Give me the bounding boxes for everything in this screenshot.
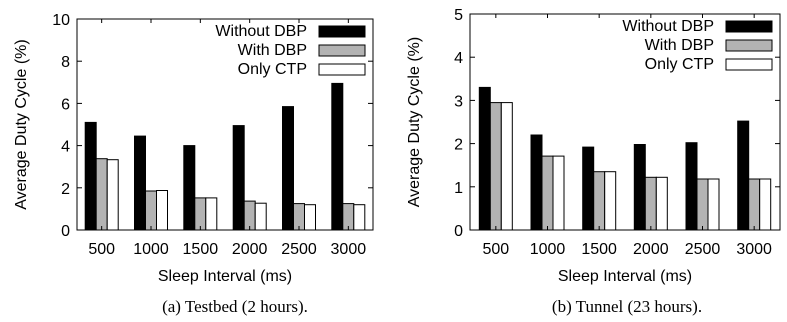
y-tick-label: 6 [61, 96, 70, 113]
bar-with-dbp-1000 [541, 155, 554, 231]
x-tick-label: 1000 [133, 241, 169, 258]
y-tick-label: 1 [454, 180, 463, 197]
bar-with-dbp-500 [95, 158, 108, 231]
bar-with-dbp-2000 [243, 200, 256, 231]
bar-without-dbp-1500 [183, 145, 196, 231]
bar-with-dbp-2500 [696, 178, 709, 231]
y-tick-label: 2 [61, 181, 70, 198]
y-tick-label: 2 [454, 137, 463, 154]
y-tick-label: 4 [454, 50, 463, 67]
bar-without-dbp-2500 [282, 106, 294, 231]
legend-swatch [318, 63, 366, 76]
chart-panel-b: 500 1000 1500 2000 2500 3000 0 1 2 3 4 5 Sleep Inter… [406, 7, 781, 316]
legend-label: Without DBP [622, 18, 714, 35]
legend-label: Only CTP [238, 61, 307, 78]
plot-frame [469, 13, 781, 231]
bar-with-dbp-1500 [194, 197, 207, 231]
y-tick-label: 0 [454, 223, 463, 240]
bar-with-dbp-2000 [644, 176, 657, 231]
bar-with-dbp-1500 [593, 171, 606, 231]
y-axis-label: Average Duty Cycle (%) [406, 37, 423, 207]
bar-only-ctp-500 [500, 102, 513, 231]
bar-without-dbp-500 [84, 121, 97, 231]
x-tick-label: 1500 [183, 241, 219, 258]
bar-with-dbp-3000 [748, 178, 761, 231]
bar-without-dbp-1500 [582, 146, 595, 231]
bar-without-dbp-2500 [685, 142, 698, 231]
bar-only-ctp-2000 [655, 176, 668, 231]
y-axis-label: Average Duty Cycle (%) [13, 39, 30, 209]
bar-without-dbp-2000 [633, 144, 646, 231]
x-tick-label: 3000 [736, 241, 772, 258]
plot-frame [76, 18, 374, 231]
bar-only-ctp-2000 [254, 202, 267, 231]
y-tick-label: 5 [454, 7, 463, 24]
x-axis-label: Sleep Interval (ms) [558, 268, 692, 285]
x-tick-label: 1500 [581, 241, 617, 258]
bar-only-ctp-3000 [353, 204, 366, 231]
y-tick-label: 4 [61, 139, 70, 156]
bar-with-dbp-1000 [145, 190, 157, 231]
x-tick-label: 2500 [281, 241, 317, 258]
bar-only-ctp-2500 [304, 204, 316, 231]
bar-only-ctp-1500 [205, 197, 218, 231]
y-tick-label: 10 [52, 12, 70, 29]
bar-only-ctp-3000 [759, 178, 772, 231]
x-tick-label: 500 [88, 241, 115, 258]
figure-caption: (a) Testbed (2 hours). [162, 297, 308, 316]
x-tick-label: 2500 [685, 241, 721, 258]
legend-swatch [725, 58, 773, 71]
bar-only-ctp-1000 [552, 155, 565, 231]
chart-panel-a: 500 1000 1500 2000 2500 3000 0 2 4 6 8 10 Sleep Inte… [13, 12, 374, 316]
bar-without-dbp-1000 [134, 135, 146, 231]
legend-swatch [318, 25, 366, 38]
legend-label: Only CTP [645, 56, 714, 73]
bar-without-dbp-1000 [530, 134, 543, 231]
y-tick-label: 8 [61, 54, 70, 71]
bar-only-ctp-2500 [707, 178, 720, 231]
bar-without-dbp-3000 [737, 120, 750, 231]
y-tick-label: 0 [61, 223, 70, 240]
legend-swatch [725, 39, 773, 52]
figure-caption: (b) Tunnel (23 hours). [552, 297, 702, 316]
x-tick-label: 3000 [331, 241, 367, 258]
legend-label: With DBP [238, 42, 307, 59]
legend-swatch [318, 44, 366, 57]
legend-label: Without DBP [215, 23, 307, 40]
x-axis-label: Sleep Interval (ms) [158, 268, 292, 285]
x-tick-label: 500 [482, 241, 509, 258]
bar-only-ctp-1000 [156, 190, 168, 231]
x-tick-label: 1000 [530, 241, 566, 258]
y-tick-label: 3 [454, 93, 463, 110]
legend-swatch [725, 20, 773, 33]
bar-with-dbp-500 [489, 102, 502, 231]
x-tick-label: 2000 [232, 241, 268, 258]
legend-label: With DBP [645, 37, 714, 54]
x-tick-label: 2000 [633, 241, 669, 258]
bar-only-ctp-1500 [604, 171, 617, 231]
bar-without-dbp-2000 [232, 125, 245, 231]
bar-only-ctp-500 [106, 159, 119, 231]
bar-without-dbp-3000 [331, 82, 344, 231]
bar-without-dbp-500 [478, 86, 491, 231]
